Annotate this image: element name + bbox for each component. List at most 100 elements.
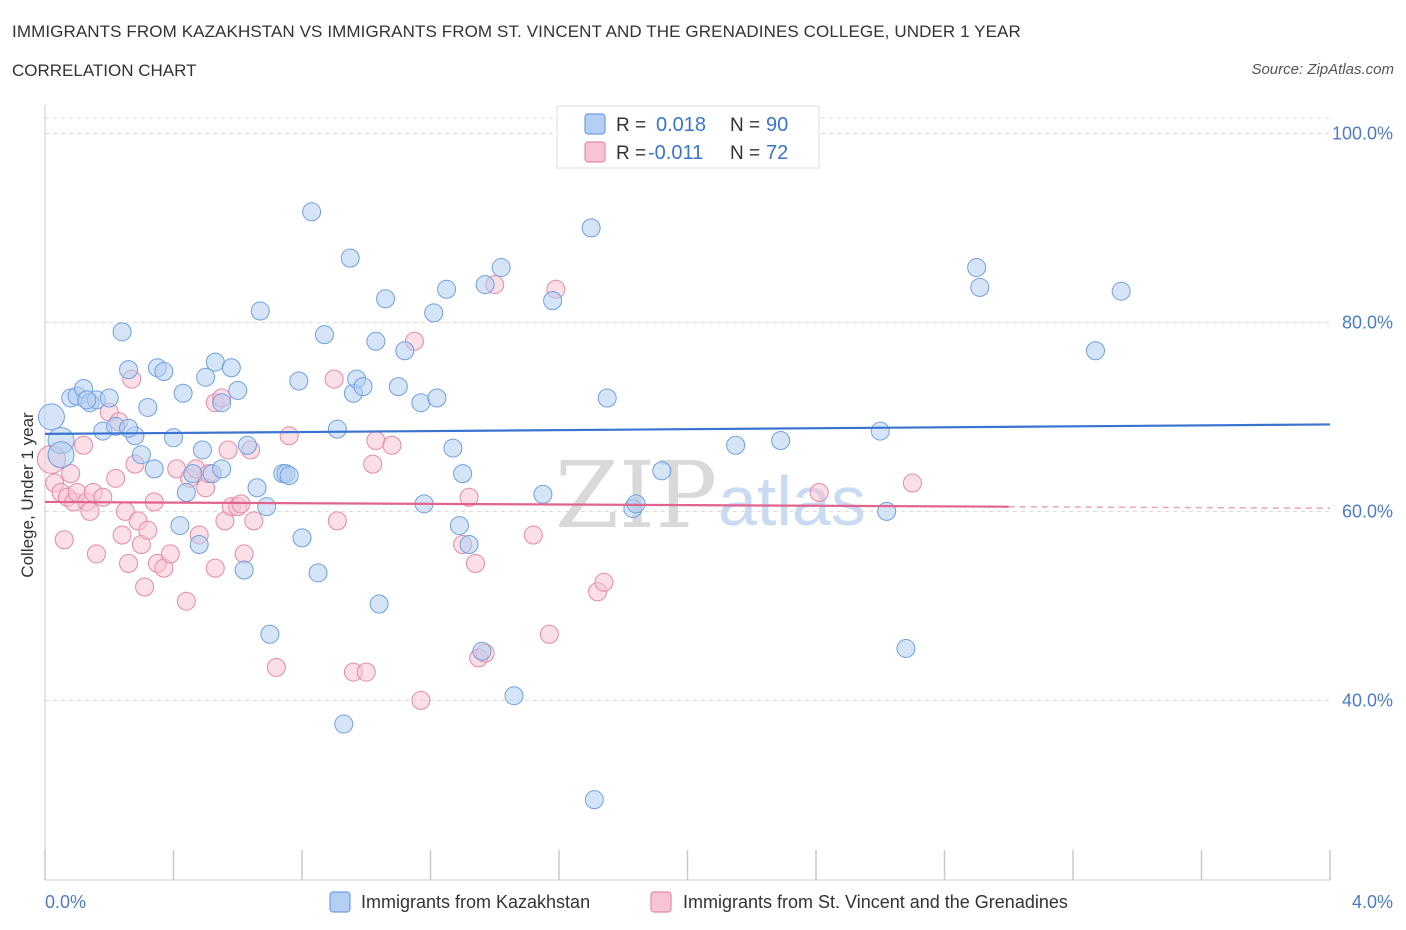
trend-line-kazakhstan xyxy=(44,423,1331,436)
data-point-kazakhstan xyxy=(164,428,183,448)
data-point-st-vincent xyxy=(112,525,132,545)
data-point-kazakhstan xyxy=(247,478,267,498)
data-point-kazakhstan xyxy=(37,403,65,431)
y-axis-label: College, Under 1 year xyxy=(18,412,37,578)
data-point-st-vincent xyxy=(363,454,383,474)
source-label: Source: ZipAtlas.com xyxy=(1251,61,1394,78)
data-point-kazakhstan xyxy=(77,390,97,410)
data-point-kazakhstan xyxy=(581,218,601,238)
data-point-kazakhstan xyxy=(652,461,672,481)
data-point-kazakhstan xyxy=(314,325,334,345)
data-point-kazakhstan xyxy=(228,380,248,400)
data-point-kazakhstan xyxy=(138,397,158,417)
data-point-kazakhstan xyxy=(189,534,209,554)
data-point-st-vincent xyxy=(523,525,543,545)
data-point-st-vincent xyxy=(61,464,81,484)
data-point-st-vincent xyxy=(244,511,264,531)
data-point-kazakhstan xyxy=(279,465,299,485)
y-tick-label: 80.0% xyxy=(1342,312,1393,332)
data-point-kazakhstan xyxy=(192,440,212,460)
data-point-st-vincent xyxy=(411,690,431,710)
data-point-st-vincent xyxy=(86,544,106,564)
data-point-kazakhstan xyxy=(99,388,119,408)
data-point-st-vincent xyxy=(266,657,286,677)
data-point-st-vincent xyxy=(234,544,254,564)
data-point-st-vincent xyxy=(279,426,299,446)
watermark-atlas: atlas xyxy=(718,462,866,540)
data-point-st-vincent xyxy=(809,483,829,502)
axes xyxy=(44,105,1331,881)
data-point-kazakhstan xyxy=(967,258,987,278)
data-point-kazakhstan xyxy=(584,790,604,810)
data-point-kazakhstan xyxy=(237,435,257,455)
data-point-st-vincent xyxy=(902,473,922,493)
data-point-kazakhstan xyxy=(726,435,746,455)
data-point-st-vincent xyxy=(382,435,402,455)
chart-subtitle: CORRELATION CHART xyxy=(12,61,197,80)
trend-line-st-vincent-extension xyxy=(1008,505,1331,510)
x-tick-label: 0.0% xyxy=(45,892,86,912)
data-point-st-vincent xyxy=(366,431,386,451)
data-point-kazakhstan xyxy=(543,291,563,311)
data-point-st-vincent xyxy=(218,440,238,460)
legend-r-value-1: 0.018 xyxy=(656,114,706,136)
data-point-st-vincent xyxy=(93,487,113,507)
data-point-kazakhstan xyxy=(1085,341,1105,361)
data-point-kazakhstan xyxy=(334,714,354,734)
data-point-kazakhstan xyxy=(119,418,139,438)
y-tick-label: 60.0% xyxy=(1342,501,1393,521)
data-point-kazakhstan xyxy=(183,464,203,484)
data-point-kazakhstan xyxy=(221,358,241,378)
data-point-kazakhstan xyxy=(1111,281,1131,301)
data-point-kazakhstan xyxy=(427,388,447,408)
data-point-st-vincent xyxy=(54,530,74,550)
legend-n-label-2: N = xyxy=(730,143,760,164)
trend-lines xyxy=(44,423,1331,510)
data-point-kazakhstan xyxy=(475,275,495,295)
data-point-kazakhstan xyxy=(250,301,270,321)
data-point-kazakhstan xyxy=(234,560,254,580)
data-point-kazakhstan xyxy=(437,279,457,299)
data-point-st-vincent xyxy=(356,662,376,682)
legend-r-label-1: R = xyxy=(616,115,646,136)
stats-legend: R = 0.018 N = 90 R = -0.011 N = 72 xyxy=(556,105,820,169)
legend-n-value-1: 90 xyxy=(766,114,788,136)
data-point-kazakhstan xyxy=(327,419,347,439)
data-point-kazakhstan xyxy=(443,438,463,458)
y-tick-label: 40.0% xyxy=(1342,690,1393,710)
y-tick-label: 100.0% xyxy=(1332,123,1393,143)
data-point-kazakhstan xyxy=(154,362,174,382)
data-point-kazakhstan xyxy=(212,393,232,413)
data-point-kazakhstan xyxy=(533,484,553,504)
data-point-st-vincent xyxy=(106,468,126,488)
legend-r-label-2: R = xyxy=(616,143,646,164)
data-point-st-vincent xyxy=(176,591,196,611)
data-point-kazakhstan xyxy=(472,641,492,661)
bottom-legend-swatch-pink xyxy=(650,891,672,913)
legend-n-label-1: N = xyxy=(730,115,760,136)
data-point-kazakhstan xyxy=(449,516,469,536)
data-point-kazakhstan xyxy=(459,534,479,554)
data-point-kazakhstan xyxy=(292,528,312,548)
data-point-kazakhstan xyxy=(353,377,373,397)
grid-lines xyxy=(45,117,1330,701)
data-point-kazakhstan xyxy=(491,258,511,278)
data-point-st-vincent xyxy=(539,624,559,644)
trend-line-st-vincent xyxy=(44,500,1009,508)
bottom-legend-swatch-blue xyxy=(329,891,351,913)
data-point-st-vincent xyxy=(119,553,139,573)
data-point-kazakhstan xyxy=(366,331,386,351)
data-point-kazakhstan xyxy=(257,497,277,517)
legend-swatch-blue xyxy=(584,113,606,135)
data-point-kazakhstan xyxy=(395,341,415,361)
data-point-st-vincent xyxy=(594,572,614,592)
data-point-kazakhstan xyxy=(896,638,916,658)
data-point-kazakhstan xyxy=(411,393,431,413)
data-point-kazakhstan xyxy=(289,371,309,391)
series-legend: Immigrants from Kazakhstan Immigrants fr… xyxy=(329,891,1068,913)
data-point-kazakhstan xyxy=(424,303,444,323)
y-tick-labels: 40.0% 60.0% 80.0% 100.0% xyxy=(1332,123,1393,710)
data-point-kazakhstan xyxy=(119,360,139,380)
data-point-st-vincent xyxy=(138,520,158,540)
